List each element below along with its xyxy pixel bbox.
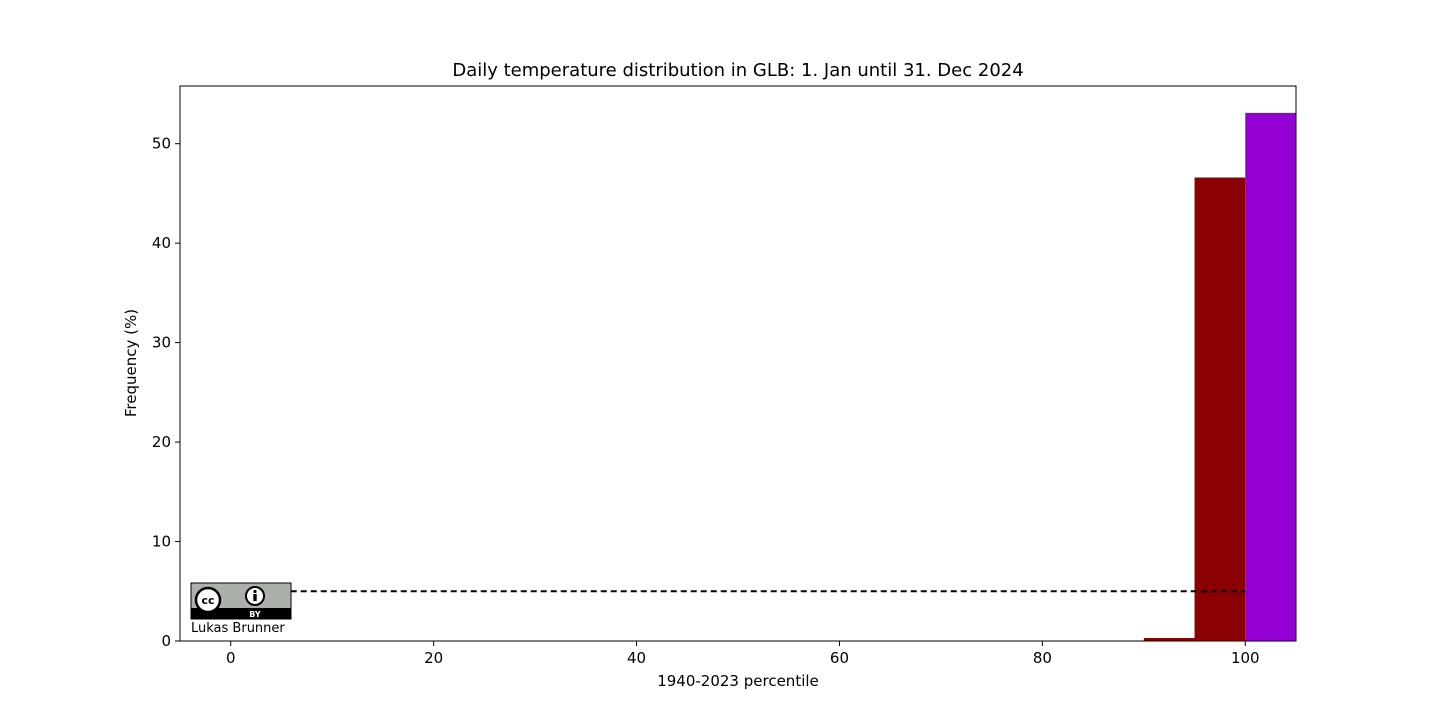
plot-frame: [179, 85, 1297, 642]
badge-label: BY: [249, 610, 261, 619]
bar: [1194, 177, 1246, 641]
x-axis-label: 1940-2023 percentile: [657, 672, 819, 690]
credit: Lukas Brunner: [191, 621, 285, 636]
badge-cc-circle: [194, 586, 222, 614]
badge-icon: cc: [201, 594, 214, 607]
badge-person-body: [253, 594, 257, 601]
chart-title: Daily temperature distribution in GLB: 1…: [452, 60, 1023, 81]
badge-strip: [191, 608, 291, 619]
badge-person-head: [253, 589, 257, 594]
y-tick-label: 20: [152, 433, 171, 451]
x-tick-label: 40: [627, 649, 646, 667]
bar: [1245, 112, 1296, 641]
y-tick-label: 10: [152, 533, 171, 551]
y-tick-label: 30: [152, 334, 171, 352]
y-axis-label: Frequency (%): [122, 309, 140, 417]
x-tick-label: 20: [424, 649, 443, 667]
x-tick-label: 60: [830, 649, 849, 667]
x-tick-label: 100: [1231, 649, 1260, 667]
y-tick-label: 0: [161, 632, 171, 650]
x-tick-label: 80: [1033, 649, 1052, 667]
y-tick-label: 50: [152, 135, 171, 153]
y-tick-label: 40: [152, 234, 171, 252]
bar: [1143, 638, 1195, 641]
x-tick-label: 0: [226, 649, 236, 667]
